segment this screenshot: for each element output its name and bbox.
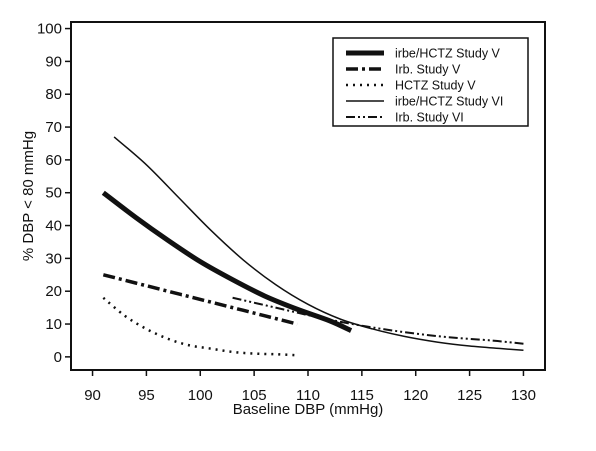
- series-line-4: [113, 136, 524, 352]
- y-tick-label: 100: [37, 21, 62, 38]
- y-tick-label: 80: [45, 86, 62, 103]
- x-tick-label: 130: [511, 387, 536, 404]
- legend-label-1: irbe/HCTZ Study V: [395, 47, 501, 61]
- legend-label-2: Irb. Study V: [395, 63, 461, 77]
- y-tick-label: 40: [45, 218, 62, 235]
- legend-label-5: Irb. Study VI: [395, 111, 464, 125]
- y-axis-title: % DBP < 80 mmHg: [20, 131, 37, 261]
- x-tick-label: 110: [296, 387, 320, 404]
- x-tick-label: 105: [242, 387, 267, 404]
- x-tick-label: 120: [403, 387, 428, 404]
- legend-label-4: irbe/HCTZ Study VI: [395, 95, 503, 109]
- x-tick-label: 115: [350, 387, 374, 404]
- y-axis-ticks: 0 10 20 30 40 50 60 70 80 90 100: [37, 21, 71, 366]
- y-tick-label: 0: [54, 349, 62, 366]
- x-tick-label: 125: [457, 387, 482, 404]
- x-axis-title: Baseline DBP (mmHg): [233, 401, 384, 418]
- y-tick-label: 60: [45, 152, 62, 169]
- legend: irbe/HCTZ Study V Irb. Study V HCTZ Study …: [332, 37, 529, 127]
- series-line-5: [232, 296, 524, 345]
- legend-label-3: HCTZ Study V: [395, 79, 476, 93]
- x-tick-label: 100: [188, 387, 213, 404]
- series-layer: [101, 136, 524, 357]
- y-tick-label: 20: [45, 283, 62, 300]
- x-tick-label: 90: [84, 387, 101, 404]
- x-axis-ticks: 90 95 100 105 110 115 120 125 130: [84, 370, 536, 404]
- series-line-2: [102, 273, 298, 326]
- series-line-3: [102, 296, 298, 357]
- x-tick-label: 95: [138, 387, 155, 404]
- y-tick-label: 10: [45, 316, 62, 333]
- series-line-1: [101, 190, 353, 333]
- y-tick-label: 90: [45, 53, 62, 70]
- y-tick-label: 70: [45, 119, 62, 136]
- y-tick-label: 50: [45, 185, 62, 202]
- y-tick-label: 30: [45, 250, 62, 267]
